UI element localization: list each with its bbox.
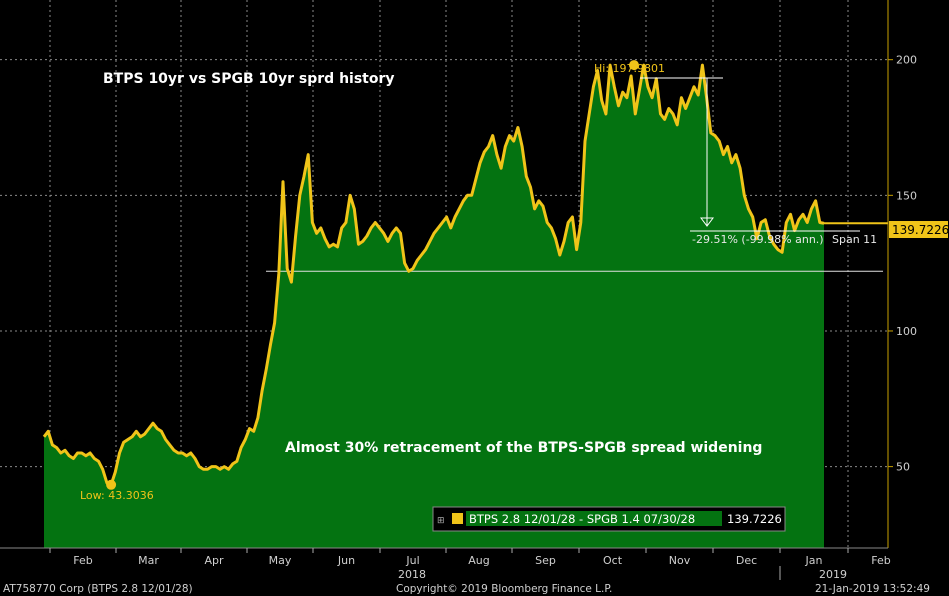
x-tick-label: Jun — [337, 554, 355, 567]
x-tick-label: Sep — [535, 554, 556, 567]
low-point — [106, 479, 117, 490]
last-value-text: 139.7226 — [892, 223, 949, 237]
low-marker: Low: 43.3036 — [80, 489, 154, 502]
retracement-measure — [106, 60, 888, 490]
footer-security: AT758770 Corp (BTPS 2.8 12/01/28) — [3, 583, 193, 595]
x-tick-label: Jan — [805, 554, 823, 567]
high-label: Hi: 197.9801 — [594, 62, 665, 75]
last-value-badge: 139.7226 — [889, 221, 949, 238]
legend[interactable]: ⊞ BTPS 2.8 12/01/28 - SPGB 1.4 07/30/28 … — [432, 506, 786, 532]
legend-expand-icon[interactable]: ⊞ — [437, 516, 445, 526]
last-value-box — [889, 221, 948, 238]
x-tick-label: Nov — [669, 554, 691, 567]
legend-series-label: BTPS 2.8 12/01/28 - SPGB 1.4 07/30/28 — [469, 512, 695, 526]
footer-copyright: Copyright© 2019 Bloomberg Finance L.P. — [396, 583, 612, 595]
x-tick-label: Feb — [73, 554, 92, 567]
footer-timestamp: 21-Jan-2019 13:52:49 — [815, 583, 930, 595]
x-year-label: 2018 — [398, 568, 426, 581]
high-point — [629, 60, 639, 71]
change-label: -29.51% (-99.98% ann.) — [692, 233, 824, 246]
spread-line — [42, 63, 825, 487]
legend-series-value: 139.7226 — [727, 512, 782, 526]
x-tick-label: Feb — [871, 554, 890, 567]
y-tick-label: 50 — [896, 461, 910, 474]
high-marker: Hi: 197.9801 — [594, 62, 665, 75]
y-tick-label: 150 — [896, 189, 917, 202]
x-year-label: 2019 — [819, 568, 847, 581]
x-axis: Feb Mar Apr May Jun Jul Aug Sep Oct Nov Dec Jan Feb 2… — [49, 548, 891, 581]
legend-swatch — [452, 513, 463, 524]
span-label: Span 11 — [832, 233, 877, 246]
x-tick-label: Jul — [405, 554, 419, 567]
spread-area — [44, 65, 824, 548]
low-label: Low: 43.3036 — [80, 489, 154, 502]
y-tick-label: 200 — [896, 54, 917, 67]
x-tick-label: Dec — [736, 554, 757, 567]
x-tick-label: May — [269, 554, 292, 567]
x-tick-label: Apr — [204, 554, 224, 567]
measure-arrow — [700, 217, 714, 227]
x-tick-label: Aug — [468, 554, 489, 567]
y-axis: 50 100 150 200 — [888, 54, 917, 474]
legend-series-highlight — [466, 511, 722, 526]
y-tick-label: 100 — [896, 325, 917, 338]
chart-title: BTPS 10yr vs SPGB 10yr sprd history — [103, 71, 395, 87]
x-tick-label: Oct — [603, 554, 623, 567]
x-tick-label: Mar — [138, 554, 159, 567]
retracement-annotation: Almost 30% retracement of the BTPS-SPGB … — [285, 440, 762, 456]
